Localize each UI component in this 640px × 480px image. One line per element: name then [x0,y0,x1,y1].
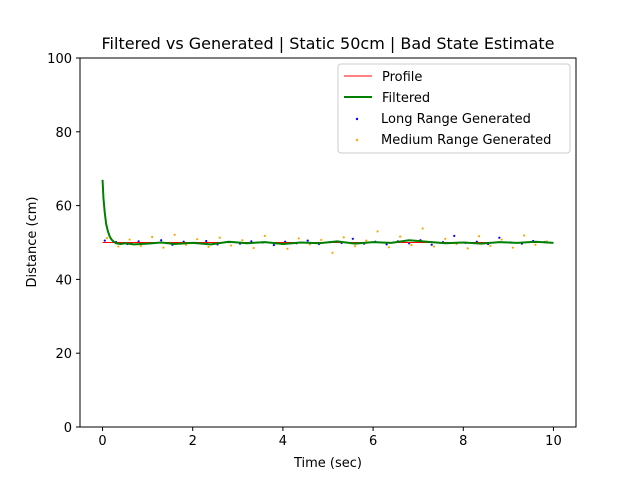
legend-box [337,63,571,154]
medium-range-generated-point [432,245,436,248]
x-tick-label: 10 [545,434,562,449]
medium-range-generated-point [128,238,131,241]
medium-range-generated-point [105,236,109,240]
chart-title: Filtered vs Generated | Static 50cm | Ba… [102,34,555,53]
x-axis-ticks: 0 2 4 6 8 10 [98,427,562,449]
x-tick-label: 6 [369,434,377,449]
medium-range-generated-point [534,243,537,246]
medium-range-generated-point [196,238,199,241]
long-range-generated-point [272,243,275,247]
y-axis-ticks: 0 20 40 60 80 100 [47,52,80,436]
medium-range-generated-point [218,236,221,239]
medium-range-generated-point [117,245,120,248]
medium-range-generated-point [241,239,244,242]
x-axis-label: Time (sec) [293,456,362,471]
medium-range-generated-point [342,236,345,239]
y-tick-label: 60 [55,200,72,215]
y-tick-label: 20 [55,347,72,362]
medium-range-generated-point [252,246,255,250]
medium-range-generated-point [286,247,289,250]
medium-range-generated-point [511,246,514,249]
medium-range-generated-point [207,245,210,249]
long-range-generated-point [430,243,433,246]
series-layer [101,179,554,254]
long-range-generated-point [160,239,163,242]
legend-filtered-label: Filtered [382,91,430,106]
medium-range-generated-point [353,245,357,248]
medium-range-generated-point [421,227,424,230]
y-axis-label: Distance (cm) [25,197,40,288]
medium-range-generated-point [151,235,154,239]
medium-range-generated-point [489,244,492,247]
medium-range-generated-point [263,234,266,237]
medium-range-generated-point [376,230,379,233]
long-range-generated-point [498,236,501,239]
long-range-generated-point [453,234,456,237]
x-tick-label: 4 [279,434,287,449]
y-tick-label: 100 [47,52,72,67]
medium-range-generated-point [320,238,323,242]
long-range-generated-point [385,243,388,246]
long-range-generated-point [306,239,309,242]
long-range-generated-point [351,237,354,240]
medium-range-generated-point [410,243,413,247]
medium-range-generated-point [229,244,233,247]
medium-range-generated-point [444,237,447,240]
medium-range-generated-point [500,238,503,241]
legend-medium-range-label: Medium Range Generated [381,133,551,148]
legend-long-range-label: Long Range Generated [381,112,531,127]
y-tick-label: 0 [64,421,72,436]
medium-range-generated-point [387,246,390,249]
filtered-line [101,179,554,246]
medium-range-generated-point [139,244,142,247]
legend-profile-label: Profile [382,70,422,85]
medium-range-generated-point [523,234,526,237]
medium-range-generated-point [399,235,402,238]
long-range-generated-point [103,239,106,242]
medium-range-generated-point [365,239,368,242]
medium-range-generated-point [466,247,469,250]
legend: Profile Filtered Long Range Generated Me… [337,63,571,154]
medium-range-generated-point [162,246,165,249]
x-tick-label: 0 [98,434,106,449]
y-tick-label: 80 [55,126,72,141]
legend-long-range-swatch [355,117,359,121]
medium-range-generated-point [173,233,176,236]
y-tick-label: 40 [55,273,72,288]
long-range-generated-point [205,239,208,243]
x-tick-label: 2 [189,434,197,449]
medium-range-generated-point [331,251,334,254]
long-range-generated-point [137,240,140,243]
medium-range-generated-point [297,237,300,240]
medium-range-generated-point [477,235,481,238]
legend-medium-range-swatch [355,138,359,142]
x-tick-label: 8 [459,434,467,449]
